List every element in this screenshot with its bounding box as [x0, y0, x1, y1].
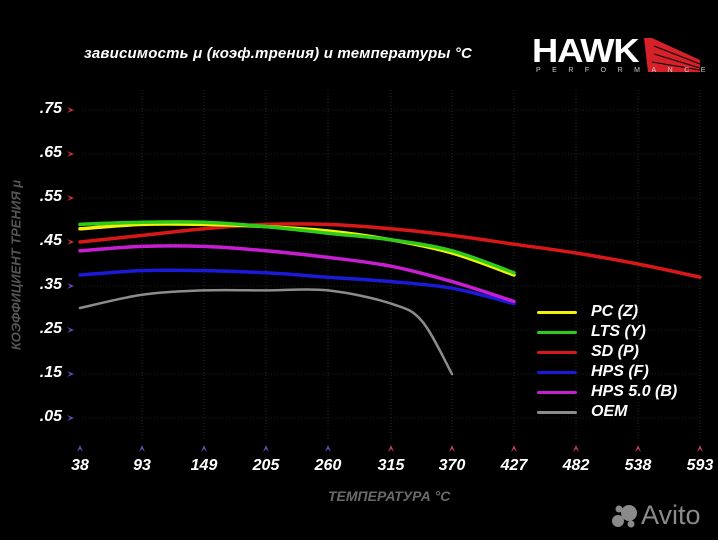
avito-watermark: Avito — [612, 500, 701, 531]
y-tick-label: .15 — [39, 364, 62, 381]
legend-item: HPS (F) — [537, 362, 677, 382]
x-tick-label: 593 — [686, 457, 714, 474]
y-tick-label: .45 — [39, 232, 62, 249]
x-tick-label: 38 — [71, 457, 89, 474]
grid-lines — [82, 90, 701, 440]
legend-swatch-icon — [537, 370, 577, 374]
x-axis-label: ТЕМПЕРАТУРА °С — [328, 488, 451, 504]
brand-subtitle: PERFORMANCE — [536, 67, 717, 74]
wing-icon — [644, 38, 701, 72]
legend-swatch-icon — [537, 410, 577, 414]
x-tick-label: 93 — [133, 457, 151, 474]
x-tick-label: 538 — [624, 457, 652, 474]
y-tick-label: .75 — [39, 100, 62, 117]
brand-name: HAWK — [532, 32, 640, 69]
y-tick-label: .55 — [39, 188, 62, 205]
legend-label: HPS 5.0 (B) — [591, 383, 678, 400]
legend-item: HPS 5.0 (B) — [537, 382, 677, 402]
legend-swatch-icon — [537, 330, 577, 334]
x-tick-label: 482 — [562, 457, 590, 474]
legend-label: OEM — [591, 403, 628, 420]
legend-label: LTS (Y) — [591, 323, 646, 340]
y-tick-label: .25 — [39, 320, 62, 337]
chart-title: зависимость μ (коэф.трения) и температур… — [84, 45, 473, 62]
y-tick-label: .65 — [39, 144, 62, 161]
hawk-performance-logo: HAWK PERFORMANCE — [532, 32, 705, 78]
x-tick-label: 149 — [190, 457, 218, 474]
legend-swatch-icon — [537, 390, 577, 394]
series-line-hps-f — [78, 268, 516, 306]
legend-swatch-icon — [537, 350, 577, 354]
legend-item: SD (P) — [537, 342, 677, 362]
series-line-hps-5-0-b — [78, 244, 516, 304]
series-line-sd-p — [78, 222, 702, 279]
legend-item: OEM — [537, 402, 677, 422]
series-line-lts-y — [78, 220, 516, 275]
y-tick-label: .35 — [39, 276, 62, 293]
avito-dots-icon — [612, 504, 637, 527]
series-line-oem — [78, 288, 454, 376]
x-tick-label: 315 — [377, 457, 405, 474]
legend-label: HPS (F) — [591, 363, 649, 380]
x-tick-label: 260 — [314, 457, 342, 474]
legend-item: LTS (Y) — [537, 322, 677, 342]
y-tick-label: .05 — [39, 408, 62, 425]
legend-label: SD (P) — [591, 343, 639, 360]
legend: PC (Z) LTS (Y) SD (P) HPS (F) HPS 5.0 (B) OEM — [537, 302, 677, 422]
tick-markers — [67, 107, 703, 452]
x-tick-label: 370 — [438, 457, 466, 474]
x-tick-label: 427 — [500, 457, 528, 474]
avito-text: Avito — [641, 500, 701, 530]
x-tick-label: 205 — [252, 457, 280, 474]
legend-swatch-icon — [537, 310, 577, 314]
series-lines — [78, 220, 702, 376]
legend-item: PC (Z) — [537, 302, 677, 322]
legend-label: PC (Z) — [591, 303, 639, 320]
